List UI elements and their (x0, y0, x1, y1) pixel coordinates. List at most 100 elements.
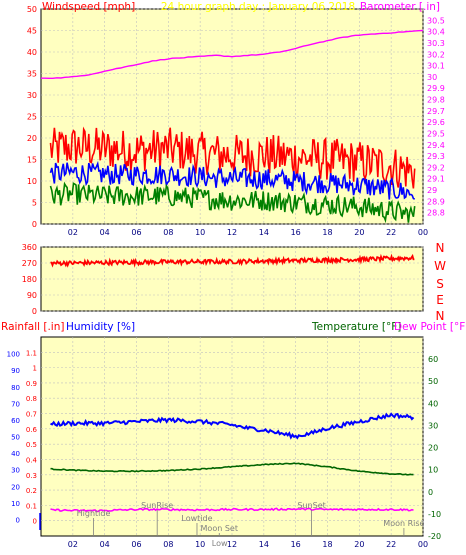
rainfall-tick-label: 0.4 (26, 456, 38, 464)
dewpoint-line (50, 507, 414, 513)
wind-avg-line (49, 160, 416, 200)
rainfall-tick-label: 0.2 (26, 487, 37, 495)
x-tick-label: 14 (259, 540, 269, 549)
x-tick-label: 06 (131, 540, 141, 549)
direction-tick-label: 90 (27, 291, 37, 300)
humidity-line (50, 412, 415, 440)
barometer-tick-label: 29.5 (427, 129, 445, 138)
windspeed-tick-label: 35 (27, 70, 37, 79)
temperature-tick-label: 60 (428, 355, 438, 364)
temperature-tick-label: -10 (428, 510, 441, 519)
windspeed-tick-label: 0 (32, 220, 37, 229)
barometer-tick-label: 28.8 (427, 209, 445, 218)
windspeed-tick-label: 30 (27, 91, 37, 100)
direction-tick-label: 270 (22, 259, 37, 268)
humidity-tick-label: 0 (16, 516, 20, 524)
direction-tick-label: 180 (22, 275, 37, 284)
humidity-tick-label: 100 (7, 351, 20, 359)
x-tick-label: 22 (386, 540, 396, 549)
barometer-tick-label: 29 (427, 186, 437, 195)
barometer-tick-label: 30.5 (427, 16, 445, 25)
x-tick-label: 08 (163, 540, 173, 549)
rainfall-axis-label: Rainfall [.in] (1, 321, 64, 333)
wind-direction-line (50, 253, 415, 268)
humidity-axis-label: Humidity [%] (66, 321, 135, 333)
barometer-tick-label: 29.6 (427, 118, 445, 127)
barometer-tick-label: 29.7 (427, 107, 445, 116)
x-tick-label: 16 (291, 540, 301, 549)
barometer-tick-label: 29.3 (427, 152, 445, 161)
barometer-tick-label: 29.8 (427, 96, 445, 105)
x-tick-label: 20 (354, 540, 364, 549)
rainfall-tick-label: 0.9 (26, 380, 37, 388)
windspeed-tick-label: 50 (27, 5, 37, 14)
temperature-tick-label: 0 (428, 488, 433, 497)
rainfall-tick-label: 0.6 (26, 426, 38, 434)
windspeed-tick-label: 20 (27, 134, 37, 143)
humidity-tick-label: 70 (11, 400, 20, 408)
temperature-tick-label: 50 (428, 377, 438, 386)
x-tick-label: 18 (322, 228, 332, 237)
rainfall-tick-label: 1 (33, 365, 37, 373)
event-label: SunSet (297, 501, 325, 510)
barometer-tick-label: 29.1 (427, 175, 445, 184)
x-tick-label: 12 (227, 540, 237, 549)
direction-label-west: W (434, 259, 446, 273)
x-tick-label: 16 (291, 228, 301, 237)
low-marker-label: Low (212, 539, 228, 548)
event-label: Hightide (77, 509, 111, 518)
rainfall-tick-label: 0.5 (26, 441, 37, 449)
temperature-tick-label: 20 (428, 444, 438, 453)
humidity-tick-label: 60 (11, 417, 20, 425)
direction-label-south: S (436, 277, 444, 291)
direction-label-north-bottom: N (436, 309, 445, 323)
temperature-line (50, 462, 414, 476)
event-label: Moon Set (201, 524, 238, 533)
x-tick-label: 20 (354, 228, 364, 237)
rainfall-tick-label: 0 (33, 518, 37, 526)
x-tick-label: 14 (259, 228, 269, 237)
barometer-tick-label: 30 (427, 73, 437, 82)
dewpoint-axis-label: Dew Point [°F] (394, 321, 466, 333)
event-label: SunRise (141, 501, 173, 510)
temperature-tick-label: 30 (428, 421, 438, 430)
humidity-tick-label: 30 (11, 467, 20, 475)
barometer-tick-label: 29.2 (427, 163, 445, 172)
humidity-tick-label: 80 (11, 384, 20, 392)
x-tick-label: 02 (68, 228, 78, 237)
rainfall-tick-label: 0.7 (26, 411, 37, 419)
rainfall-tick-label: 0.1 (26, 502, 37, 510)
rainfall-tick-label: 1.1 (26, 349, 37, 357)
x-tick-label: 08 (163, 228, 173, 237)
x-tick-label: 12 (227, 228, 237, 237)
windspeed-tick-label: 10 (27, 177, 37, 186)
wind-gust-line (49, 126, 416, 189)
humidity-tick-label: 50 (11, 434, 20, 442)
direction-tick-label: 360 (22, 243, 37, 252)
temperature-axis-label: Temperature [°F] (311, 321, 401, 333)
x-tick-label: 10 (195, 540, 205, 549)
direction-tick-label: 0 (32, 307, 37, 316)
barometer-tick-label: 29.9 (427, 84, 445, 93)
windspeed-axis-label: Windspeed [mph] (42, 1, 135, 13)
rainfall-tick-label: 0.3 (26, 472, 37, 480)
barometer-tick-label: 28.9 (427, 197, 445, 206)
x-tick-label: 04 (100, 228, 110, 237)
x-tick-label: 00 (418, 540, 428, 549)
humidity-tick-label: 10 (11, 500, 20, 508)
gridlines (41, 8, 424, 536)
event-label: Lowtide (181, 514, 212, 523)
windspeed-tick-label: 15 (27, 156, 37, 165)
direction-label-north-top: N (436, 241, 445, 255)
humidity-tick-label: 90 (11, 367, 20, 375)
x-tick-label: 10 (195, 228, 205, 237)
barometer-tick-label: 30.3 (427, 39, 445, 48)
x-tick-label: 18 (322, 540, 332, 549)
windspeed-tick-label: 5 (32, 199, 37, 208)
temperature-tick-label: 40 (428, 399, 438, 408)
barometer-tick-label: 30.2 (427, 50, 445, 59)
barometer-tick-label: 30.1 (427, 62, 445, 71)
